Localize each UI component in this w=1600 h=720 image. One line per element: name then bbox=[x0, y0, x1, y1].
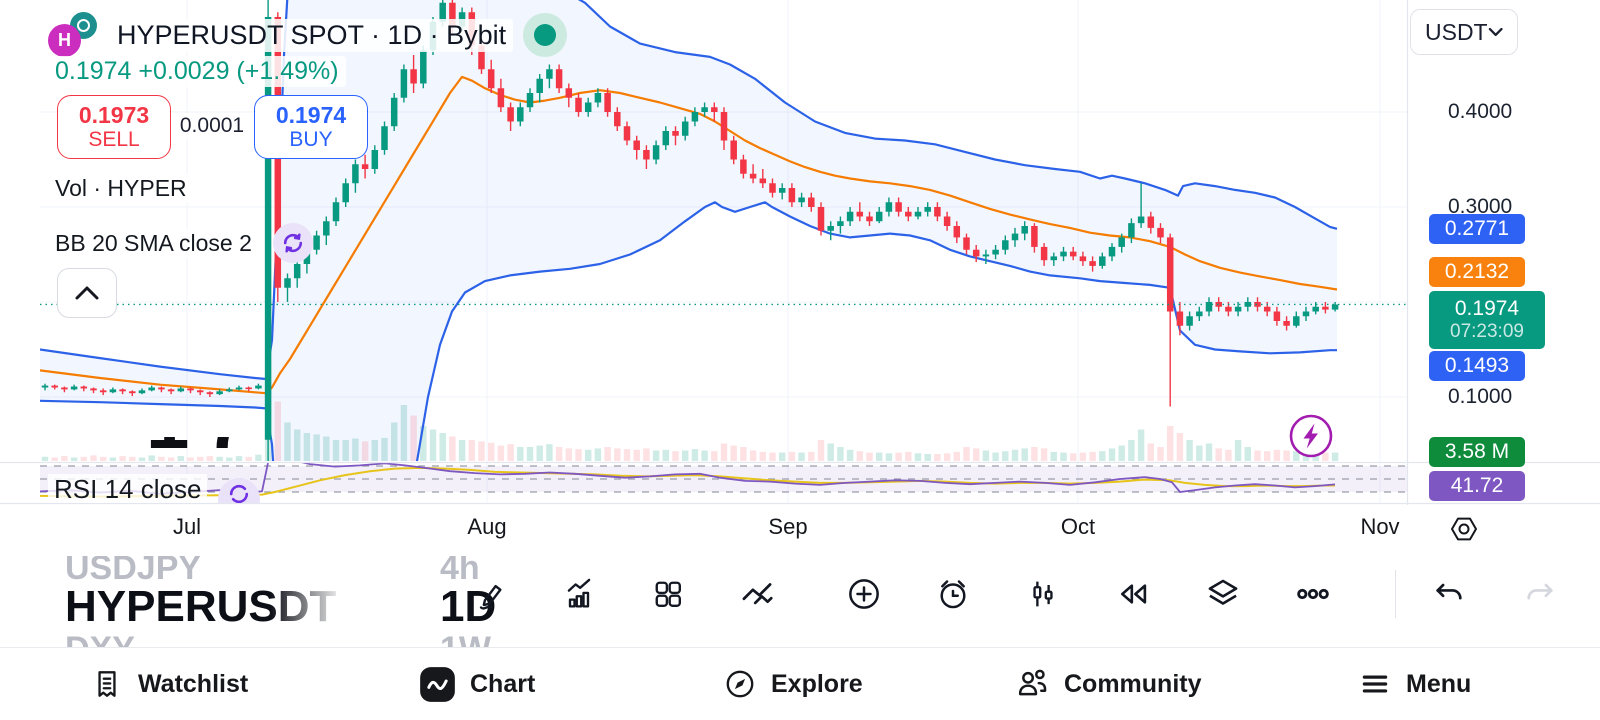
price-axis-label: 0.1000 bbox=[1448, 385, 1513, 408]
draw-icon[interactable] bbox=[468, 572, 512, 616]
axis-settings-icon[interactable] bbox=[1448, 513, 1480, 545]
more-options-icon[interactable] bbox=[1291, 572, 1335, 616]
symbol-title[interactable]: HYPERUSDT SPOT · 1D · Bybit bbox=[110, 18, 514, 52]
trade-candles-icon[interactable] bbox=[1021, 572, 1065, 616]
volume-legend[interactable]: Vol · HYPER bbox=[48, 174, 194, 203]
patterns-icon[interactable] bbox=[735, 572, 779, 616]
price-change: +0.0029 (+1.49%) bbox=[138, 57, 339, 85]
time-axis[interactable]: Jul Aug Sep Oct Nov bbox=[0, 505, 1600, 556]
time-axis-label: Sep bbox=[768, 514, 808, 539]
nav-watchlist[interactable]: Watchlist bbox=[90, 648, 248, 720]
coin-logo-icon: H bbox=[48, 24, 81, 57]
quick-trade-lightning-icon[interactable] bbox=[1288, 413, 1334, 459]
rsi-value-badge: 41.72 bbox=[1429, 471, 1525, 501]
last-price: 0.1974 bbox=[55, 57, 132, 85]
toolbar-divider bbox=[1395, 570, 1396, 618]
nav-community[interactable]: Community bbox=[1014, 648, 1202, 720]
chevron-up-icon bbox=[75, 286, 99, 300]
chart-toolbar bbox=[0, 556, 1600, 647]
time-axis-label: Jul bbox=[172, 514, 202, 539]
rsi-legend[interactable]: RSI 14 close bbox=[48, 474, 208, 503]
symbol-header: H HYPERUSDT SPOT · 1D · Bybit bbox=[48, 12, 568, 58]
collapse-panel-button[interactable] bbox=[57, 268, 117, 318]
coin-logo: H bbox=[48, 12, 100, 58]
nav-explore[interactable]: Explore bbox=[723, 648, 863, 720]
replay-icon[interactable] bbox=[1111, 572, 1155, 616]
clipped-pane-value: 17 bbox=[146, 437, 256, 452]
time-axis-label: Aug bbox=[467, 514, 507, 539]
indicators-icon[interactable] bbox=[557, 572, 601, 616]
volume-badge: 3.58 M bbox=[1429, 437, 1525, 467]
time-axis-label: Oct bbox=[1060, 514, 1096, 539]
nav-menu[interactable]: Menu bbox=[1358, 648, 1471, 720]
currency-selector[interactable]: USDT bbox=[1410, 9, 1518, 55]
indicator-loading-icon bbox=[272, 223, 313, 263]
bb-upper-price-badge: 0.2771 bbox=[1429, 214, 1525, 244]
chart-icon bbox=[420, 666, 455, 702]
explore-icon bbox=[726, 670, 754, 698]
objects-layers-icon[interactable] bbox=[1201, 572, 1245, 616]
market-status-icon bbox=[523, 13, 568, 57]
last-price-badge: 0.1974 07:23:09 bbox=[1429, 291, 1545, 349]
watchlist-icon bbox=[98, 671, 116, 697]
bb-basis-price-badge: 0.2132 bbox=[1429, 257, 1525, 287]
picker-fade-overlay bbox=[270, 576, 370, 634]
bb-legend[interactable]: BB 20 SMA close 2 bbox=[48, 223, 313, 263]
bottom-navigation: Watchlist Chart Explore Community bbox=[0, 647, 1600, 720]
chevron-down-icon bbox=[1488, 27, 1503, 37]
nav-chart[interactable]: Chart bbox=[419, 648, 535, 720]
menu-icon bbox=[1362, 675, 1388, 693]
undo-icon[interactable] bbox=[1427, 572, 1471, 616]
alert-icon[interactable] bbox=[931, 572, 975, 616]
price-axis-label: 0.3000 bbox=[1448, 195, 1513, 218]
buy-button[interactable]: 0.1974 BUY bbox=[254, 95, 368, 159]
price-axis-label: 0.4000 bbox=[1448, 100, 1513, 123]
last-price-row: 0.1974 +0.0029 (+1.49%) bbox=[48, 56, 346, 87]
community-icon bbox=[1018, 669, 1047, 696]
bb-lower-price-badge: 0.1493 bbox=[1429, 351, 1525, 381]
sell-button[interactable]: 0.1973 SELL bbox=[57, 95, 171, 159]
time-axis-label: Nov bbox=[1360, 514, 1400, 539]
add-icon[interactable] bbox=[842, 572, 886, 616]
rsi-loading-icon bbox=[218, 478, 260, 503]
redo-icon[interactable] bbox=[1518, 572, 1562, 616]
rsi-pane-header: RSI 14 close bbox=[40, 462, 400, 503]
spread-value: 0.0001 bbox=[172, 113, 252, 139]
templates-icon[interactable] bbox=[646, 572, 690, 616]
